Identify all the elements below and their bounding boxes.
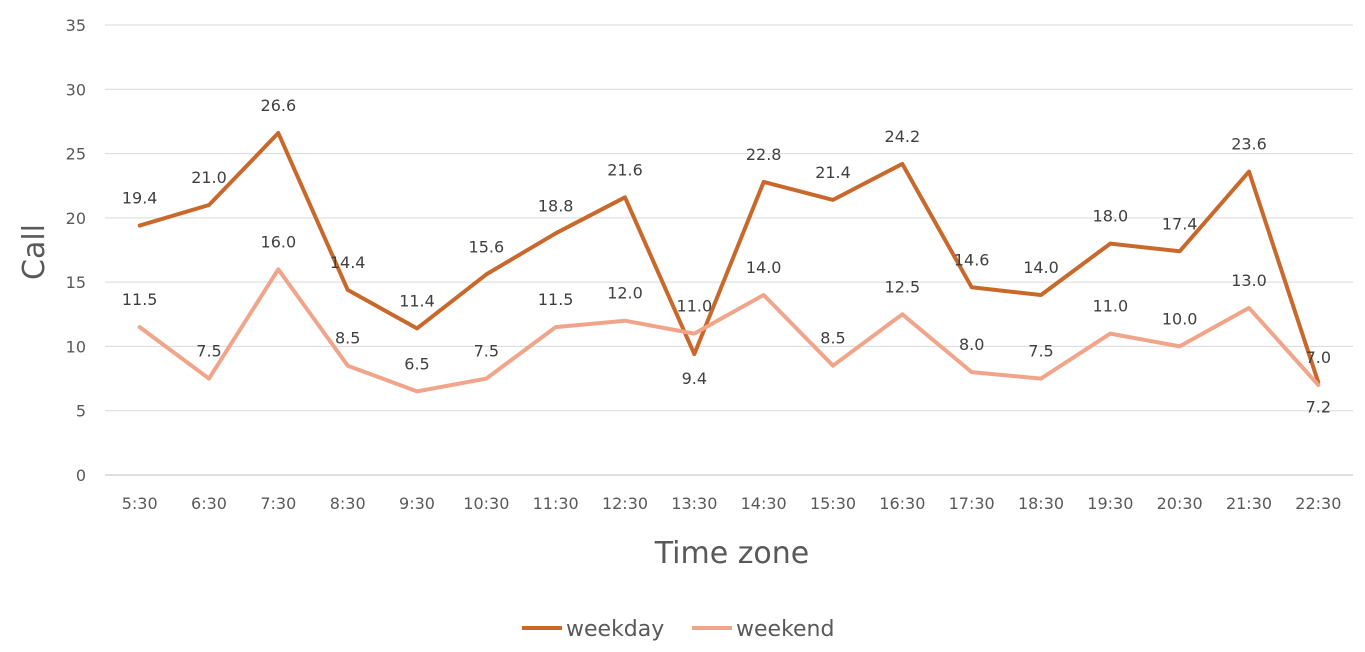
x-tick-label: 19:30 bbox=[1087, 494, 1133, 513]
data-label-weekend: 6.5 bbox=[404, 354, 429, 373]
data-label-weekday: 18.8 bbox=[538, 196, 574, 215]
y-tick-label: 5 bbox=[76, 402, 86, 421]
data-label-weekday: 17.4 bbox=[1162, 214, 1198, 233]
data-label-weekend: 11.5 bbox=[122, 290, 158, 309]
data-label-weekend: 11.0 bbox=[1093, 297, 1129, 316]
data-label-weekend: 12.5 bbox=[885, 277, 921, 296]
series-lines bbox=[137, 131, 1321, 394]
data-label-weekend: 7.5 bbox=[1028, 342, 1053, 361]
x-tick-label: 15:30 bbox=[810, 494, 856, 513]
data-label-weekday: 26.6 bbox=[261, 96, 297, 115]
legend-label-weekend: weekend bbox=[736, 617, 834, 642]
data-label-weekday: 18.0 bbox=[1093, 207, 1129, 226]
data-label-weekday: 21.0 bbox=[191, 168, 227, 187]
x-tick-label: 14:30 bbox=[741, 494, 787, 513]
data-label-weekday: 23.6 bbox=[1231, 135, 1267, 154]
data-label-weekend: 12.0 bbox=[607, 284, 643, 303]
data-labels: 19.4 21.0 26.6 14.4 11.4 15.6 18.8 21.6 9.4 22.8 2… bbox=[122, 96, 1331, 416]
x-axis-title: Time zone bbox=[654, 536, 810, 571]
data-label-weekday: 22.8 bbox=[746, 145, 782, 164]
x-tick-label: 8:30 bbox=[330, 494, 366, 513]
x-tick-label: 13:30 bbox=[671, 494, 717, 513]
gridlines bbox=[105, 24, 1353, 476]
x-tick-label: 20:30 bbox=[1157, 494, 1203, 513]
data-label-weekend: 16.0 bbox=[261, 232, 297, 251]
data-label-weekday: 24.2 bbox=[885, 127, 921, 146]
legend: weekday weekend bbox=[522, 617, 834, 642]
x-tick-label: 21:30 bbox=[1226, 494, 1272, 513]
x-tick-label: 16:30 bbox=[879, 494, 925, 513]
data-label-weekday: 19.4 bbox=[122, 189, 158, 208]
data-label-weekend: 7.5 bbox=[474, 342, 499, 361]
data-label-weekend: 8.5 bbox=[820, 329, 845, 348]
data-label-weekday: 11.4 bbox=[399, 291, 435, 310]
x-tick-label: 17:30 bbox=[949, 494, 995, 513]
data-label-weekend: 7.0 bbox=[1306, 348, 1331, 367]
data-label-weekday: 7.2 bbox=[1306, 397, 1331, 416]
data-label-weekend: 10.0 bbox=[1162, 309, 1198, 328]
data-label-weekend: 14.0 bbox=[746, 258, 782, 277]
legend-label-weekday: weekday bbox=[566, 617, 664, 642]
data-label-weekend: 13.0 bbox=[1231, 271, 1267, 290]
y-tick-label: 20 bbox=[66, 209, 86, 228]
x-tick-label: 6:30 bbox=[191, 494, 227, 513]
data-label-weekend: 8.5 bbox=[335, 329, 360, 348]
data-label-weekday: 14.0 bbox=[1023, 258, 1059, 277]
series-line-weekend bbox=[137, 267, 1321, 394]
x-tick-label: 7:30 bbox=[260, 494, 296, 513]
y-tick-label: 15 bbox=[66, 273, 86, 292]
data-label-weekday: 14.4 bbox=[330, 253, 366, 272]
data-label-weekday: 14.6 bbox=[954, 250, 990, 269]
y-axis-title: Call bbox=[17, 224, 52, 280]
x-tick-label: 22:30 bbox=[1295, 494, 1341, 513]
data-label-weekend: 11.5 bbox=[538, 290, 574, 309]
data-label-weekend: 8.0 bbox=[959, 335, 984, 354]
data-label-weekend: 11.0 bbox=[677, 297, 713, 316]
x-tick-label: 11:30 bbox=[533, 494, 579, 513]
data-label-weekday: 15.6 bbox=[469, 237, 505, 256]
y-tick-label: 25 bbox=[66, 145, 86, 164]
data-label-weekday: 9.4 bbox=[682, 369, 707, 388]
x-tick-label: 10:30 bbox=[463, 494, 509, 513]
data-label-weekday: 21.6 bbox=[607, 160, 643, 179]
y-tick-label: 10 bbox=[66, 337, 86, 356]
x-tick-label: 5:30 bbox=[122, 494, 158, 513]
y-tick-labels: 0 5 10 15 20 25 30 35 bbox=[66, 16, 86, 485]
x-tick-label: 18:30 bbox=[1018, 494, 1064, 513]
x-tick-label: 9:30 bbox=[399, 494, 435, 513]
y-tick-label: 35 bbox=[66, 16, 86, 35]
data-label-weekday: 21.4 bbox=[815, 163, 851, 182]
y-tick-label: 0 bbox=[76, 466, 86, 485]
y-tick-label: 30 bbox=[66, 80, 86, 99]
data-label-weekend: 7.5 bbox=[196, 342, 221, 361]
x-tick-labels: 5:30 6:30 7:30 8:30 9:30 10:30 11:30 12:30 13:30… bbox=[122, 494, 1342, 513]
series-line-weekday bbox=[137, 131, 1321, 385]
x-tick-label: 12:30 bbox=[602, 494, 648, 513]
